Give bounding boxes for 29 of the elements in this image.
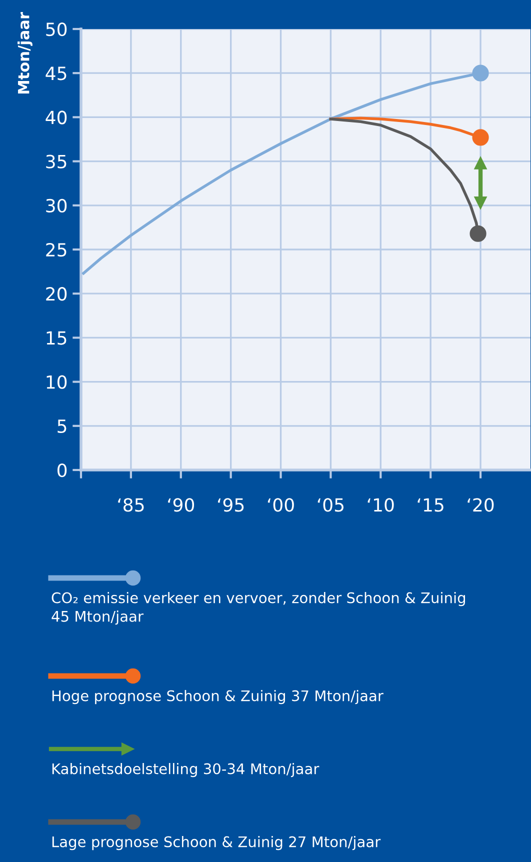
legend-label: Lage prognose Schoon & Zuinig 27 Mton/jaar — [52, 836, 381, 850]
y-tick-label: 0 — [58, 463, 67, 478]
y-axis-title: Mton/jaar — [18, 12, 32, 94]
point — [472, 129, 489, 146]
y-tick-label: 30 — [46, 198, 67, 213]
x-tick-label: ‘10 — [368, 498, 394, 512]
legend-label: CO₂ emissie verkeer en vervoer, zonder Schoon & Zuinig 45 Mton/jaar — [52, 592, 465, 625]
y-tick-label: 45 — [46, 66, 66, 80]
y-tick-label: 50 — [46, 22, 67, 36]
y-tick-label: 10 — [46, 375, 67, 389]
y-tick-label: 25 — [46, 242, 66, 257]
x-tick-label: ‘90 — [168, 498, 194, 512]
y-tick-label: 15 — [46, 331, 66, 345]
y-tick-label: 20 — [46, 287, 67, 301]
x-tick-label: ‘85 — [118, 498, 144, 512]
y-tick-label: 35 — [46, 154, 66, 168]
point — [470, 225, 486, 242]
point — [472, 64, 489, 82]
y-tick-label: 40 — [46, 110, 67, 124]
x-tick-label: ‘15 — [418, 498, 444, 512]
x-tick-label: ‘20 — [468, 498, 494, 512]
point — [474, 196, 487, 210]
x-tick-label: ‘05 — [318, 498, 344, 512]
legend-label: Hoge prognose Schoon & Zuinig 37 Mton/jaar — [52, 690, 384, 704]
point — [474, 156, 487, 170]
x-tick-label: ‘00 — [268, 498, 294, 512]
y-tick-label: 5 — [58, 420, 66, 434]
x-tick-label: ‘95 — [218, 498, 244, 512]
legend-label: Kabinetsdoelstelling 30-34 Mton/jaar — [52, 763, 320, 778]
